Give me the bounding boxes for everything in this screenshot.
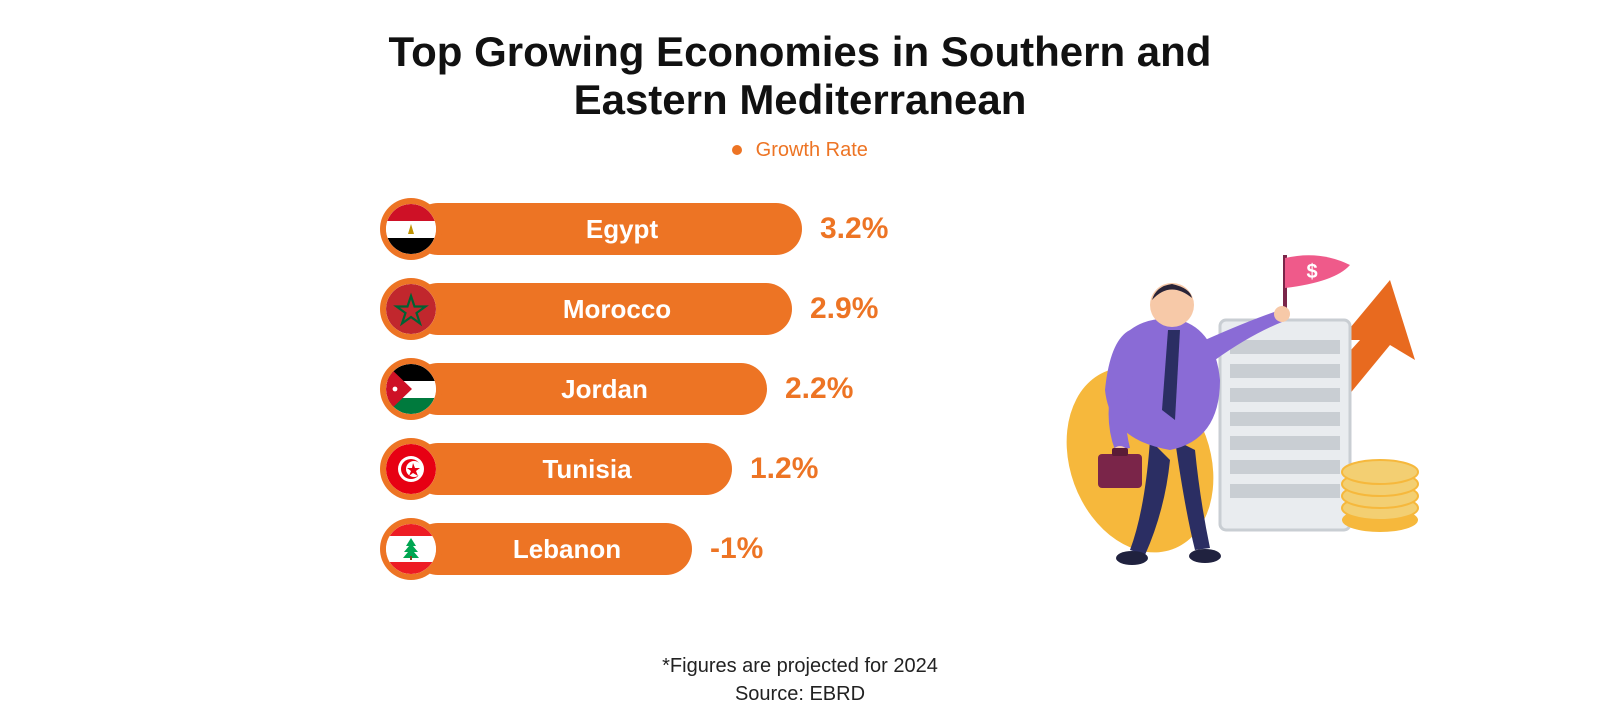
growth-value: -1% — [710, 532, 763, 566]
jordan-flag-icon — [380, 358, 442, 420]
country-pill: Egypt — [412, 203, 802, 255]
egypt-flag-icon — [380, 198, 442, 260]
legend-label: Growth Rate — [756, 139, 868, 161]
country-pill: Morocco — [412, 283, 792, 335]
growth-value: 1.2% — [750, 452, 818, 486]
growth-value: 3.2% — [820, 212, 888, 246]
country-label: Lebanon — [513, 534, 621, 565]
country-pill: Tunisia — [412, 443, 732, 495]
title-line-1: Top Growing Economies in Southern and — [389, 28, 1212, 75]
page-title: Top Growing Economies in Southern and Ea… — [0, 0, 1600, 125]
svg-text:$: $ — [1306, 261, 1317, 283]
country-label: Jordan — [561, 374, 648, 405]
list-item: Jordan 2.2% — [380, 360, 940, 418]
list-item: Lebanon -1% — [380, 520, 940, 578]
decorative-illustration: $ — [1020, 210, 1440, 570]
country-label: Morocco — [563, 294, 671, 325]
list-item: Egypt 3.2% — [380, 200, 940, 258]
list-item: Morocco 2.9% — [380, 280, 940, 338]
lebanon-flag-icon — [380, 518, 442, 580]
morocco-flag-icon — [380, 278, 442, 340]
legend-dot-icon — [732, 145, 742, 155]
footnote: *Figures are projected for 2024 — [0, 655, 1600, 678]
country-pill: Jordan — [412, 363, 767, 415]
country-label: Egypt — [586, 214, 658, 245]
growth-value: 2.2% — [785, 372, 853, 406]
country-label: Tunisia — [542, 454, 631, 485]
building-icon — [1220, 320, 1350, 530]
dollar-flag-icon: $ — [1285, 255, 1350, 320]
coins-icon — [1342, 460, 1418, 532]
source-line: Source: EBRD — [0, 683, 1600, 706]
tunisia-flag-icon — [380, 438, 442, 500]
legend: Growth Rate — [0, 139, 1600, 162]
country-pill: Lebanon — [412, 523, 692, 575]
list-item: Tunisia 1.2% — [380, 440, 940, 498]
bar-list: Egypt 3.2% Morocco 2.9% Jordan 2.2% Tunisia 1.2… — [380, 200, 940, 600]
title-line-2: Eastern Mediterranean — [574, 76, 1027, 123]
growth-value: 2.9% — [810, 292, 878, 326]
